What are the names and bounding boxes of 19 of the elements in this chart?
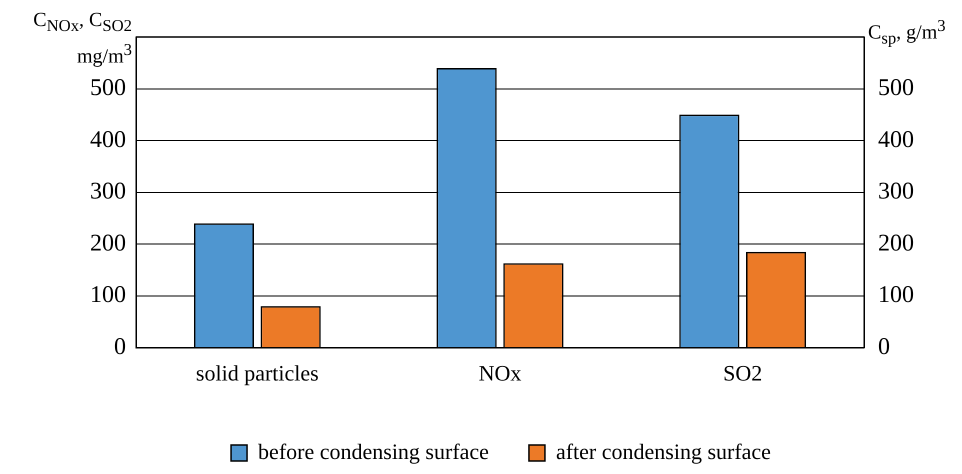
x-tick-label: solid particles bbox=[196, 360, 319, 386]
y2-tick-label: 200 bbox=[878, 230, 914, 256]
y2-tick-label: 0 bbox=[878, 334, 890, 360]
x-tick-label: NOx bbox=[478, 360, 522, 386]
y2-tick-label: 500 bbox=[878, 75, 914, 102]
legend-label: before condensing surface bbox=[258, 438, 489, 464]
y-tick-label: 300 bbox=[90, 178, 126, 205]
y-tick-label: 100 bbox=[90, 282, 126, 308]
y-tick-label: 500 bbox=[90, 75, 126, 102]
y2-tick-label: 100 bbox=[878, 282, 914, 308]
y-tick-label: 200 bbox=[90, 230, 126, 256]
y2-axis-title: C$_{sp}$, g/m$^{3}$ bbox=[868, 15, 946, 50]
y-axis-title: C$_{NOx}$, C$_{SO2}$ mg/m$^{3}$ bbox=[32, 8, 132, 69]
x-tick-label: SO2 bbox=[723, 360, 762, 386]
y-tick-label: 0 bbox=[114, 334, 126, 360]
y2-tick-label: 400 bbox=[878, 126, 914, 153]
y2-tick-label: 300 bbox=[878, 178, 914, 205]
y-tick-label: 400 bbox=[90, 126, 126, 153]
legend-label: after condensing surface bbox=[556, 438, 771, 464]
